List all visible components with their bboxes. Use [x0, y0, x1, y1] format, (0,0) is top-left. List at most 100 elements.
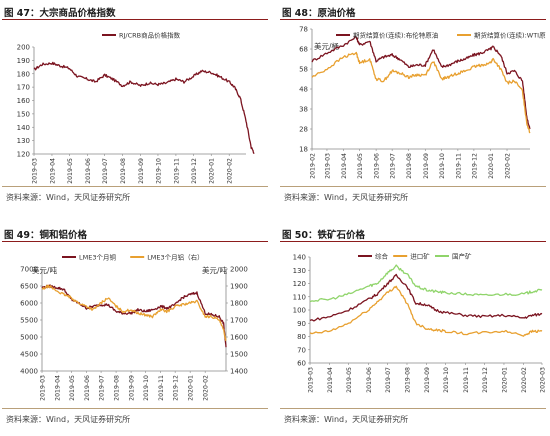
y-tick-label: 78: [299, 26, 308, 34]
y-axis-unit-label: 美元/桶: [314, 41, 339, 51]
y-tick-label: 68: [299, 46, 308, 54]
chart-title: 图 50：铁矿石价格: [282, 230, 366, 241]
series-line-0: [309, 273, 543, 322]
x-tick-label: 2019-04: [341, 153, 348, 179]
source-rule: [2, 408, 268, 409]
chart-crb-index: 120 130 140 150 160 170 180 190 200 2019-03 2019-0…: [17, 31, 255, 184]
legend-entry: 期货结算价(连续):WTI原油: [474, 31, 546, 40]
series-line-1: [41, 284, 227, 342]
legend-entry: LME3个月铝（右）: [147, 253, 203, 262]
x-tick-label: 2020-01: [188, 375, 195, 401]
y-axis-unit-label: 美元/吨: [32, 265, 58, 275]
x-tick-label: 2019-09: [138, 158, 145, 184]
x-tick-label: 2019-05: [67, 158, 74, 184]
x-tick-label: 2019-12: [471, 153, 478, 179]
y-tick-label: 60: [297, 360, 306, 368]
chart-title: 图 49：铜和铝价格: [4, 230, 88, 241]
y-tick-label: 58: [299, 66, 308, 74]
chart-iron-ore: 60 70 80 90 100 110 120 130 140 2019-03 2019-04 201…: [293, 252, 547, 393]
legend-entry: 进口矿: [410, 252, 430, 261]
series-line-0: [311, 35, 531, 130]
y-tick-label: 130: [293, 267, 306, 275]
x-tick-label: 2019-02: [310, 153, 317, 179]
x-tick-label: 2019-05: [357, 153, 364, 179]
x-tick-label: 2019-10: [155, 158, 162, 184]
series-line-1: [309, 285, 543, 337]
x-tick-label: 2019-11: [455, 153, 462, 179]
x-tick-label: 2020-02: [505, 153, 512, 179]
x-tick-label: 2019-04: [327, 367, 334, 393]
y-tick-label: 100: [293, 307, 306, 315]
series-line-2: [309, 264, 543, 303]
y2-tick-label: 1600: [230, 334, 248, 342]
source-note: 资料来源：Wind，天风证券研究所: [6, 415, 131, 424]
legend-entry: LME3个月铜: [79, 253, 116, 262]
y-tick-label: 120: [293, 280, 306, 288]
y-tick-label: 4500: [20, 351, 38, 359]
x-tick-label: 2019-07: [102, 158, 109, 184]
x-tick-label: 2019-06: [84, 375, 91, 401]
series-line-0: [41, 284, 227, 348]
chart-title: 图 48：原油价格: [282, 8, 356, 19]
y-tick-label: 28: [299, 126, 308, 134]
x-tick-label: 2019-07: [99, 375, 106, 401]
source-rule: [280, 186, 546, 187]
series-line-0: [33, 61, 255, 154]
y-tick-label: 70: [297, 346, 306, 354]
source-note: 资料来源：Wind，天风证券研究所: [284, 415, 409, 424]
x-tick-label: 2019-08: [120, 158, 127, 184]
y-tick-label: 120: [17, 151, 30, 159]
chart-panel-copper-aluminum: 图 49：铜和铝价格 4000 4500 5000 5500 6000 6500 7000 1…: [2, 222, 270, 436]
y-tick-label: 48: [299, 86, 308, 94]
y-tick-label: 110: [293, 293, 306, 301]
y2-tick-label: 1700: [230, 317, 248, 325]
chart-panel-iron-ore: 图 50：铁矿石价格 60 70 80 90 100 110 120 130 140 2019-0…: [280, 222, 548, 436]
x-tick-label: 2019-03: [308, 367, 315, 393]
y-tick-label: 7000: [20, 266, 38, 274]
chart-copper-aluminum: 4000 4500 5000 5500 6000 6500 7000 1400 1500 1600…: [20, 253, 248, 401]
chart-title: 图 47：大宗商品价格指数: [4, 8, 116, 19]
x-tick-label: 2019-03: [32, 158, 39, 184]
y2-tick-label: 1500: [230, 351, 248, 359]
y2-tick-label: 1800: [230, 300, 248, 308]
y2-tick-label: 1400: [230, 368, 248, 376]
y-tick-label: 130: [17, 137, 30, 145]
x-tick-label: 2019-07: [390, 153, 397, 179]
y-tick-label: 6500: [20, 283, 38, 291]
x-tick-label: 2019-10: [439, 153, 446, 179]
y-tick-label: 180: [17, 70, 30, 78]
x-tick-label: 2019-05: [346, 367, 353, 393]
x-tick-label: 2020-03: [540, 367, 547, 393]
x-tick-label: 2019-12: [191, 158, 198, 184]
x-tick-label: 2020-02: [227, 158, 234, 184]
y-tick-label: 150: [17, 110, 30, 118]
x-tick-label: 2019-10: [443, 367, 450, 393]
title-rule: [280, 19, 546, 20]
y-tick-label: 200: [17, 44, 30, 52]
y-tick-label: 90: [297, 320, 306, 328]
x-tick-label: 2019-08: [114, 375, 121, 401]
chart-panel-crb: 图 47：大宗商品价格指数 120 130 140 150 160 170 180 190 20…: [2, 0, 270, 214]
x-tick-label: 2019-05: [69, 375, 76, 401]
x-tick-label: 2019-06: [366, 367, 373, 393]
x-tick-label: 2019-08: [406, 153, 413, 179]
x-tick-label: 2019-08: [404, 367, 411, 393]
x-tick-label: 2019-09: [423, 153, 430, 179]
x-tick-label: 2019-06: [85, 158, 92, 184]
legend-entry: 期货结算价(连续):布伦特原油: [353, 31, 438, 40]
series-line-1: [311, 51, 531, 134]
y2-axis-unit-label: 美元/吨: [202, 265, 228, 275]
legend-entry: RJ/CRB商品价格指数: [119, 31, 181, 40]
x-tick-label: 2019-09: [424, 367, 431, 393]
x-tick-label: 2020-02: [203, 375, 210, 401]
y-tick-label: 160: [17, 97, 30, 105]
chart-panel-crude-oil: 图 48：原油价格 18 28 38 48 58 68 78 2019-02 2019-03 20…: [280, 0, 548, 214]
y-tick-label: 80: [297, 333, 306, 341]
y-tick-label: 5500: [20, 317, 38, 325]
x-tick-label: 2019-10: [143, 375, 150, 401]
y-tick-label: 140: [17, 124, 30, 132]
x-tick-label: 2020-01: [488, 153, 495, 179]
x-tick-label: 2019-03: [40, 375, 47, 401]
y2-tick-label: 2000: [230, 266, 248, 274]
x-tick-label: 2019-12: [173, 375, 180, 401]
